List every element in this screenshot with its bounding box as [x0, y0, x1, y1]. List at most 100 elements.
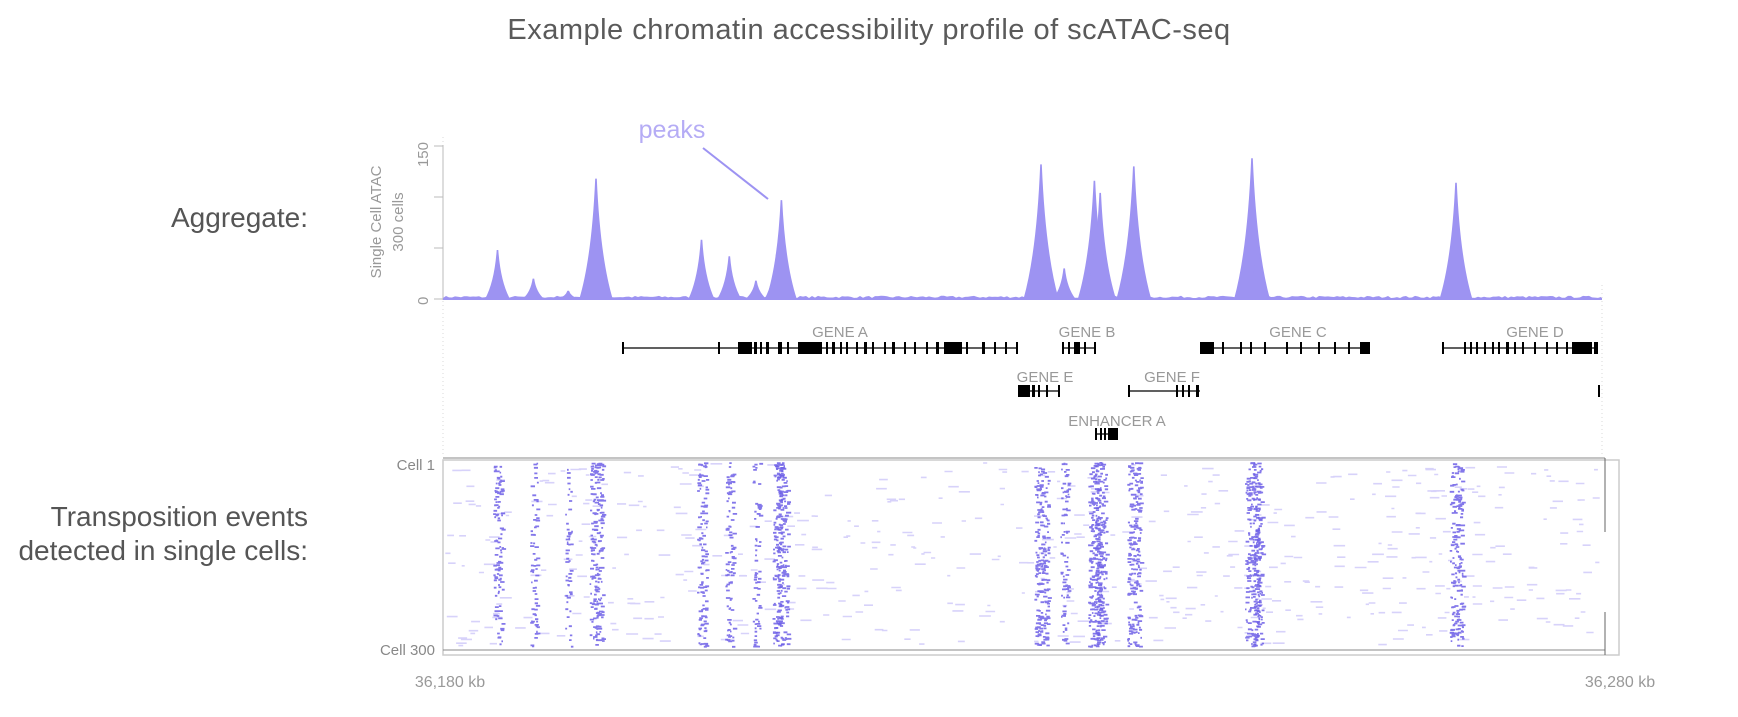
enhancer-a-model — [1095, 428, 1118, 440]
gene-d-model-exon-16 — [1594, 342, 1598, 354]
peak-events-16 — [1253, 462, 1267, 647]
enhancer-a-model-exon-1 — [1095, 428, 1097, 440]
gene-d-model-exon-10 — [1522, 342, 1524, 354]
peak-events-2 — [530, 462, 541, 648]
transposition-label: Transposition events detected in single … — [0, 500, 308, 568]
gene-c-model-exon-4 — [1250, 342, 1252, 354]
signal-peak-7 — [745, 280, 767, 299]
gene-a-model-exon-20 — [914, 342, 916, 354]
gene-e-label: GENE E — [1017, 369, 1074, 386]
signal-peak-14 — [1116, 166, 1152, 299]
signal-peak-1 — [485, 250, 510, 299]
gene-d-model-exon-6 — [1492, 342, 1494, 354]
cell-1-label: Cell 1 — [397, 457, 435, 474]
transposition-label-line2: detected in single cells: — [18, 535, 308, 566]
gene-f-label: GENE F — [1144, 369, 1200, 386]
gene-a-model-exon-15 — [864, 342, 867, 354]
gene-d-model-exon-8 — [1506, 342, 1509, 354]
gene-a-model-exon-23 — [944, 342, 962, 354]
gene-a-model-exon-12 — [840, 342, 842, 354]
gene-a-model-exon-28 — [1016, 342, 1018, 354]
gene-a-model-exon-13 — [846, 342, 848, 354]
gene-d-model-exon-5 — [1484, 342, 1486, 354]
gene-a-model-exon-1 — [622, 342, 624, 354]
gene-annotations: GENE A GENE B GENE C GENE D GENE E GENE … — [622, 324, 1600, 440]
gene-c-model-exon-8 — [1318, 342, 1320, 354]
signal-peak-4 — [579, 178, 613, 299]
peaks-annotation-arrow — [702, 147, 769, 200]
peak-events-13 — [1094, 462, 1110, 648]
signal-peak-13 — [1084, 192, 1116, 299]
single-cell-panel: Cell 1 Cell 300 — [380, 457, 1620, 659]
gene-a-model-exon-24 — [966, 342, 968, 354]
signal-peak-17 — [1439, 182, 1473, 299]
genomic-axis: 36,180 kb 36,280 kb — [415, 674, 1655, 691]
gene-c-model-exon-10 — [1348, 342, 1350, 354]
gene-b-label: GENE B — [1059, 324, 1116, 341]
gene-a-model-exon-25 — [982, 342, 985, 354]
gene-a-model-exon-27 — [1005, 342, 1007, 354]
gene-b-model-exon-2 — [1068, 342, 1070, 354]
peak-events-4 — [589, 462, 607, 646]
gene-d-model-exon-14 — [1566, 342, 1568, 354]
gene-c-model-exon-9 — [1334, 342, 1336, 354]
cell-300-label: Cell 300 — [380, 642, 435, 659]
axis-end-label: 36,280 kb — [1585, 674, 1655, 691]
enhancer-a-model-exon-2 — [1100, 428, 1102, 440]
enhancer-a-model-exon-4 — [1108, 428, 1118, 440]
gene-f-model — [1128, 385, 1200, 397]
gene-c-model-exon-7 — [1300, 342, 1302, 354]
gene-d-model-exon-13 — [1556, 342, 1558, 354]
gene-b-model-exon-1 — [1062, 342, 1064, 354]
gene-a-model-exon-22 — [936, 342, 939, 354]
signal-peak-2 — [522, 278, 545, 299]
peak-events-10 — [1034, 467, 1052, 647]
gene-d-label: GENE D — [1506, 324, 1564, 341]
transposition-events — [445, 462, 1600, 648]
gene-d-model-exon-9 — [1514, 342, 1516, 354]
y-axis-label-line2: 300 cells — [390, 192, 407, 251]
peak-events-7 — [752, 462, 764, 648]
gene-c-label: GENE C — [1269, 324, 1327, 341]
gene-f-model-exon-3 — [1182, 385, 1184, 397]
gene-b-model-exon-4 — [1084, 342, 1086, 354]
gene-e-model-exon-1 — [1018, 385, 1030, 397]
y-axis-label-line1: Single Cell ATAC — [368, 165, 385, 278]
gene-a-model-exon-11 — [832, 342, 835, 354]
transposition-label-line1: Transposition events — [50, 501, 308, 532]
enhancer-a-model-exon-3 — [1104, 428, 1106, 440]
peak-events-11 — [1060, 462, 1072, 645]
gene-d-model-exon-2 — [1464, 342, 1466, 354]
gene-c-model-exon-2 — [1222, 342, 1224, 354]
signal-peak-3 — [558, 290, 579, 299]
gene-d-model — [1442, 342, 1598, 354]
gene-a-model-exon-16 — [872, 342, 874, 354]
gene-a-model-exon-17 — [884, 342, 886, 354]
gene-f-model-exon-1 — [1128, 385, 1130, 397]
signal-peaks — [443, 158, 1602, 299]
gene-edge-model — [1598, 385, 1600, 397]
gene-a-model-exon-7 — [778, 342, 782, 354]
gene-d-model-exon-1 — [1442, 342, 1444, 354]
gene-d-model-exon-11 — [1534, 342, 1536, 354]
gene-e-model-exon-3 — [1038, 385, 1040, 397]
gene-c-model-exon-3 — [1240, 342, 1242, 354]
gene-d-model-exon-15 — [1572, 342, 1592, 354]
gene-a-model — [622, 342, 1018, 354]
signal-peak-9 — [766, 200, 797, 299]
peak-events-14 — [1127, 462, 1145, 648]
peak-events-3 — [565, 468, 574, 648]
gene-a-model-exon-9 — [798, 342, 822, 354]
gene-a-model-exon-21 — [926, 342, 928, 354]
gene-f-model-exon-2 — [1176, 385, 1178, 397]
gene-c-model-exon-11 — [1360, 342, 1370, 354]
gene-d-model-exon-7 — [1498, 342, 1500, 354]
gene-models — [622, 342, 1600, 440]
peak-events-1 — [493, 465, 507, 646]
gene-a-model-exon-10 — [826, 342, 828, 354]
gene-c-model-exon-6 — [1286, 342, 1288, 354]
gene-a-model-exon-6 — [766, 342, 769, 354]
gene-e-model-exon-4 — [1046, 385, 1048, 397]
axis-start-label: 36,180 kb — [415, 674, 485, 691]
